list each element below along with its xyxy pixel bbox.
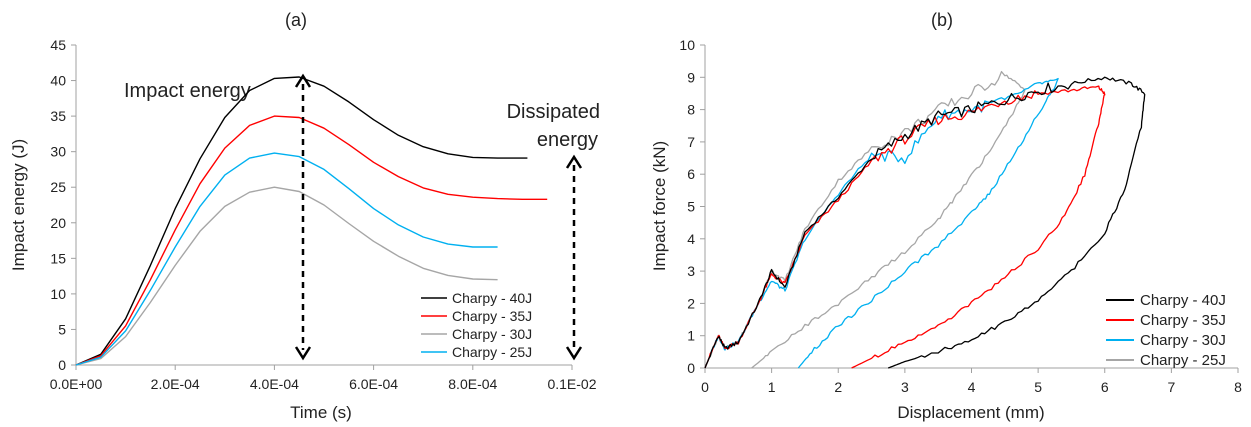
panel-b-legend-label: Charpy - 35J <box>1140 312 1226 329</box>
panel-b-y-tick-label: 10 <box>679 37 695 53</box>
panel-a-y-tick-label: 45 <box>50 37 66 53</box>
arrow-head-up <box>294 73 312 88</box>
panel-a-y-tick-label: 15 <box>50 250 66 266</box>
panel-a-series-charpy-35j <box>75 115 548 366</box>
panel-b-legend-label: Charpy - 30J <box>1140 332 1226 349</box>
panel-b-series-charpy-25j <box>704 70 1026 369</box>
panel-a-x-tick-label: 4.0E-04 <box>250 376 299 392</box>
panel-a-x-tick-label: 2.0E-04 <box>151 376 200 392</box>
impact-energy-arrow <box>294 73 312 361</box>
panel-b-xlabel: Displacement (mm) <box>897 403 1044 422</box>
panel-b-y-tick-label: 1 <box>687 328 695 344</box>
panel-a-series-charpy-40j <box>75 76 528 366</box>
panel-b-x-tick-label: 3 <box>901 379 909 395</box>
panel-a-ylabel: Impact energy (J) <box>9 139 28 271</box>
panel-a-y-tick-label: 20 <box>50 215 66 231</box>
panel-b-y-tick-label: 3 <box>687 263 695 279</box>
panel-b-x-tick-label: 8 <box>1234 379 1242 395</box>
panel-b-series-line <box>704 77 1059 369</box>
panel-a-y-tick-label: 0 <box>58 357 66 373</box>
panel-a-series-charpy-25j <box>75 152 498 366</box>
arrow-head-up <box>565 154 583 169</box>
panel-b-title: (b) <box>931 10 953 30</box>
annotation-dissipated: Dissipated <box>507 101 600 123</box>
panel-a-x-tick-label: 8.0E-04 <box>448 376 497 392</box>
panel-a-y-tick-label: 5 <box>58 321 66 337</box>
panel-b-x-tick-label: 4 <box>968 379 976 395</box>
panel-a-series-line <box>75 186 498 366</box>
panel-b-y-tick-label: 2 <box>687 295 695 311</box>
annotation-impact-energy: Impact energy <box>124 80 251 102</box>
panel-a-xlabel: Time (s) <box>290 403 352 422</box>
panel-a-y-tick-label: 40 <box>50 73 66 89</box>
panel-a-title: (a) <box>285 10 307 30</box>
panel-b-y-tick-label: 6 <box>687 166 695 182</box>
panel-b-series-charpy-30j <box>704 77 1059 369</box>
panel-b-y-tick-label: 0 <box>687 360 695 376</box>
panel-a-y-tick-label: 10 <box>50 286 66 302</box>
panel-a-y-tick-label: 30 <box>50 144 66 160</box>
panel-a-plot: 0 5 10 15 20 25 30 35 40 45 0.0E+00 2.0E-04 4.0E-04 6… <box>50 37 597 392</box>
dissipated-energy-arrow <box>565 154 583 361</box>
panel-a-x-tick-label: 0.0E+00 <box>50 376 103 392</box>
panel-b-series-line <box>704 70 1026 369</box>
panel-a-y-tick-label: 35 <box>50 108 66 124</box>
panel-b-y-tick-label: 8 <box>687 102 695 118</box>
panel-a-legend-label: Charpy - 40J <box>452 290 532 306</box>
arrow-head-down <box>294 346 312 361</box>
panel-b-x-tick-label: 2 <box>834 379 842 395</box>
panel-b-x-tick-label: 5 <box>1034 379 1042 395</box>
panel-b-x-tick-label: 7 <box>1167 379 1175 395</box>
panel-b-series-charpy-40j <box>704 76 1146 369</box>
panel-b-y-tick-label: 7 <box>687 134 695 150</box>
panel-a-y-tick-label: 25 <box>50 179 66 195</box>
panel-b-y-tick-label: 9 <box>687 69 695 85</box>
panel-b-y-tick-label: 5 <box>687 199 695 215</box>
panel-a-x-tick-label: 0.1E-02 <box>547 376 596 392</box>
panel-a-series-line <box>75 152 498 366</box>
panel-a-x-tick-label: 6.0E-04 <box>349 376 398 392</box>
panel-b-legend-label: Charpy - 40J <box>1140 292 1226 309</box>
arrow-head-down <box>565 346 583 361</box>
panel-a-legend: Charpy - 40J Charpy - 35J Charpy - 30J Char… <box>421 290 532 360</box>
panel-a-legend-label: Charpy - 30J <box>452 326 532 342</box>
annotation-energy: energy <box>537 129 598 151</box>
panel-a-legend-label: Charpy - 25J <box>452 344 532 360</box>
panel-a-series-line <box>75 76 528 366</box>
panel-a-series-line <box>75 115 548 366</box>
panel-b-ylabel: Impact force (kN) <box>650 141 669 271</box>
panel-b-x-tick-label: 0 <box>701 379 709 395</box>
panel-b-legend-label: Charpy - 25J <box>1140 352 1226 369</box>
panel-b-x-tick-label: 6 <box>1101 379 1109 395</box>
panel-a-series-charpy-30j <box>75 186 498 366</box>
panel-b-series-line <box>704 76 1146 369</box>
panel-a-legend-label: Charpy - 35J <box>452 308 532 324</box>
panel-b-x-tick-label: 1 <box>768 379 776 395</box>
panel-b-y-tick-label: 4 <box>687 231 695 247</box>
panel-b-legend: Charpy - 40J Charpy - 35J Charpy - 30J Char… <box>1106 292 1226 369</box>
